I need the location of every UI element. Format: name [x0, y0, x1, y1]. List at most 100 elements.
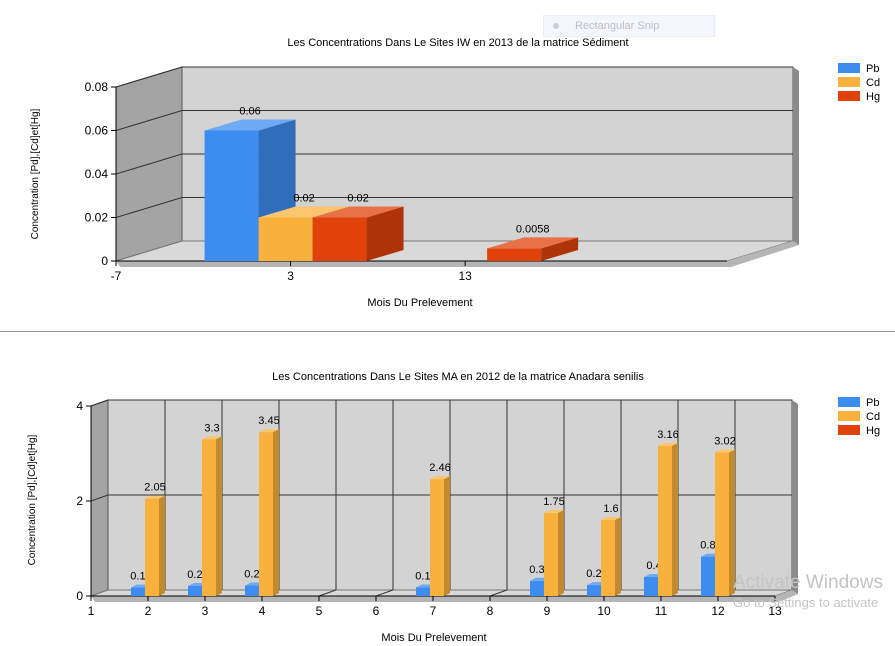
chart-title: Les Concentrations Dans Le Sites IW en 2…	[287, 37, 628, 49]
gridline-h-side	[90, 494, 109, 502]
x-tick-label: 1	[88, 604, 95, 618]
data-label: 3.02	[714, 436, 735, 448]
x-tick-label: 6	[373, 604, 380, 618]
x-tick-label: -7	[111, 269, 122, 283]
bar-cd-front	[259, 432, 273, 596]
x-tick-label: 11	[655, 604, 668, 618]
bar-pb-front	[530, 580, 544, 596]
chart-title: Les Concentrations Dans Le Sites MA en 2…	[272, 371, 644, 383]
gridline-v-floor	[375, 589, 394, 597]
gridline-h-side	[115, 197, 183, 218]
bar-cd-front	[658, 445, 672, 596]
bar-cd-side	[273, 429, 279, 596]
bar-pb-front	[587, 585, 601, 596]
data-label: 3.45	[258, 415, 279, 427]
legend-swatch-hg	[838, 425, 860, 435]
legend-swatch-pb	[838, 397, 860, 407]
gridline-v-floor	[318, 589, 337, 597]
rectangular-snip-overlay: Rectangular Snip	[543, 15, 715, 37]
x-axis-title: Mois Du Prelevement	[381, 632, 486, 644]
bar-cd-front	[715, 452, 729, 596]
y-axis-title: Concentration [Pd],[Cd]et[Hg]	[30, 108, 41, 239]
bar-hg-front	[487, 248, 542, 261]
x-tick-label: 13	[768, 604, 782, 618]
x-tick-label: 2	[145, 604, 152, 618]
bar-cd-side	[615, 517, 621, 596]
chart-divider	[0, 331, 895, 332]
data-label: 2.05	[144, 482, 165, 494]
gridline-h-side	[115, 66, 183, 88]
y-tick-label: 0	[76, 589, 83, 603]
gridline-h-side	[115, 153, 183, 175]
wall-shadow	[792, 400, 798, 594]
bar-hg-front	[312, 217, 367, 261]
y-tick-label: 0	[101, 254, 108, 268]
data-label: 3.16	[657, 429, 678, 441]
data-label: 2.46	[429, 462, 450, 474]
chart-sediment-iw-2013: 0 0.02 0.04 0.06 0.08 -7 3 13 0.06 0.02 0.02 0.0058…	[30, 37, 880, 309]
data-label: 1.75	[543, 496, 564, 508]
legend-label-pb: Pb	[866, 397, 879, 409]
bar-pb-front	[204, 130, 259, 261]
bar-cd-front	[544, 512, 558, 596]
x-tick-label: 8	[487, 604, 494, 618]
bar-cd-front	[145, 498, 159, 596]
legend-swatch-cd	[838, 411, 860, 421]
data-label: 0.02	[293, 193, 314, 205]
data-label: 0.02	[347, 193, 368, 205]
floor-shadow	[116, 241, 799, 267]
bar-cd-top	[145, 495, 165, 499]
bar-cd-top	[259, 429, 279, 433]
x-tick-label: 3	[287, 269, 294, 283]
watermark-subtitle: Go to Settings to activate	[733, 595, 879, 610]
bar-cd-front	[202, 439, 216, 596]
data-label: 0.06	[239, 106, 260, 118]
bar-cd-front	[430, 479, 444, 596]
y-tick-label: 4	[76, 399, 83, 413]
wall-shadow	[793, 67, 799, 245]
bar-pb-front	[245, 585, 259, 596]
bar-pb-front	[701, 556, 715, 596]
legend-label-hg: Hg	[866, 425, 880, 437]
bar-cd-side	[672, 442, 678, 596]
legend-label-cd: Cd	[866, 77, 880, 89]
bar-pb-top	[204, 119, 296, 131]
bar-hg-side	[541, 237, 579, 261]
y-tick-label: 2	[76, 494, 83, 508]
y-tick-label: 0.02	[85, 211, 109, 225]
data-label: 0.4	[646, 560, 661, 572]
bar-cd-side	[729, 449, 735, 596]
legend-label-cd: Cd	[866, 411, 880, 423]
bar-pb-front	[131, 587, 145, 596]
y-tick-label: 0.04	[85, 167, 109, 181]
data-label: 3.3	[204, 422, 219, 434]
x-axis-title: Mois Du Prelevement	[367, 297, 472, 309]
bar-pb-front	[416, 587, 430, 596]
bar-cd-front	[601, 520, 615, 596]
gridline-v-floor	[489, 589, 508, 597]
x-tick-label: 7	[430, 604, 437, 618]
x-tick-label: 9	[544, 604, 551, 618]
bar-cd-top	[601, 517, 621, 520]
data-label: 1.6	[603, 503, 618, 515]
snip-dot-icon	[553, 23, 559, 29]
bar-cd-top	[430, 476, 450, 480]
x-tick-label: 5	[316, 604, 323, 618]
bar-hg-top	[312, 206, 404, 218]
gridline-h-side	[90, 399, 109, 407]
bar-cd-top	[202, 436, 222, 440]
data-label: 0.0058	[516, 223, 550, 235]
y-tick-label: 0.06	[85, 124, 109, 138]
x-tick-label: 13	[458, 269, 472, 283]
x-tick-label: 4	[259, 604, 266, 618]
bar-cd-front	[258, 217, 313, 261]
y-axis-title: Concentration [Pd],[Cd]et[Hg]	[27, 434, 38, 565]
watermark-title: Activate Windows	[733, 572, 883, 593]
bar-cd-side	[558, 509, 564, 596]
bar-pb-front	[188, 586, 202, 596]
legend-label-pb: Pb	[866, 63, 879, 75]
bar-hg-top	[487, 237, 579, 249]
bar-pb-front	[644, 577, 658, 596]
bar-cd-top	[658, 442, 678, 446]
